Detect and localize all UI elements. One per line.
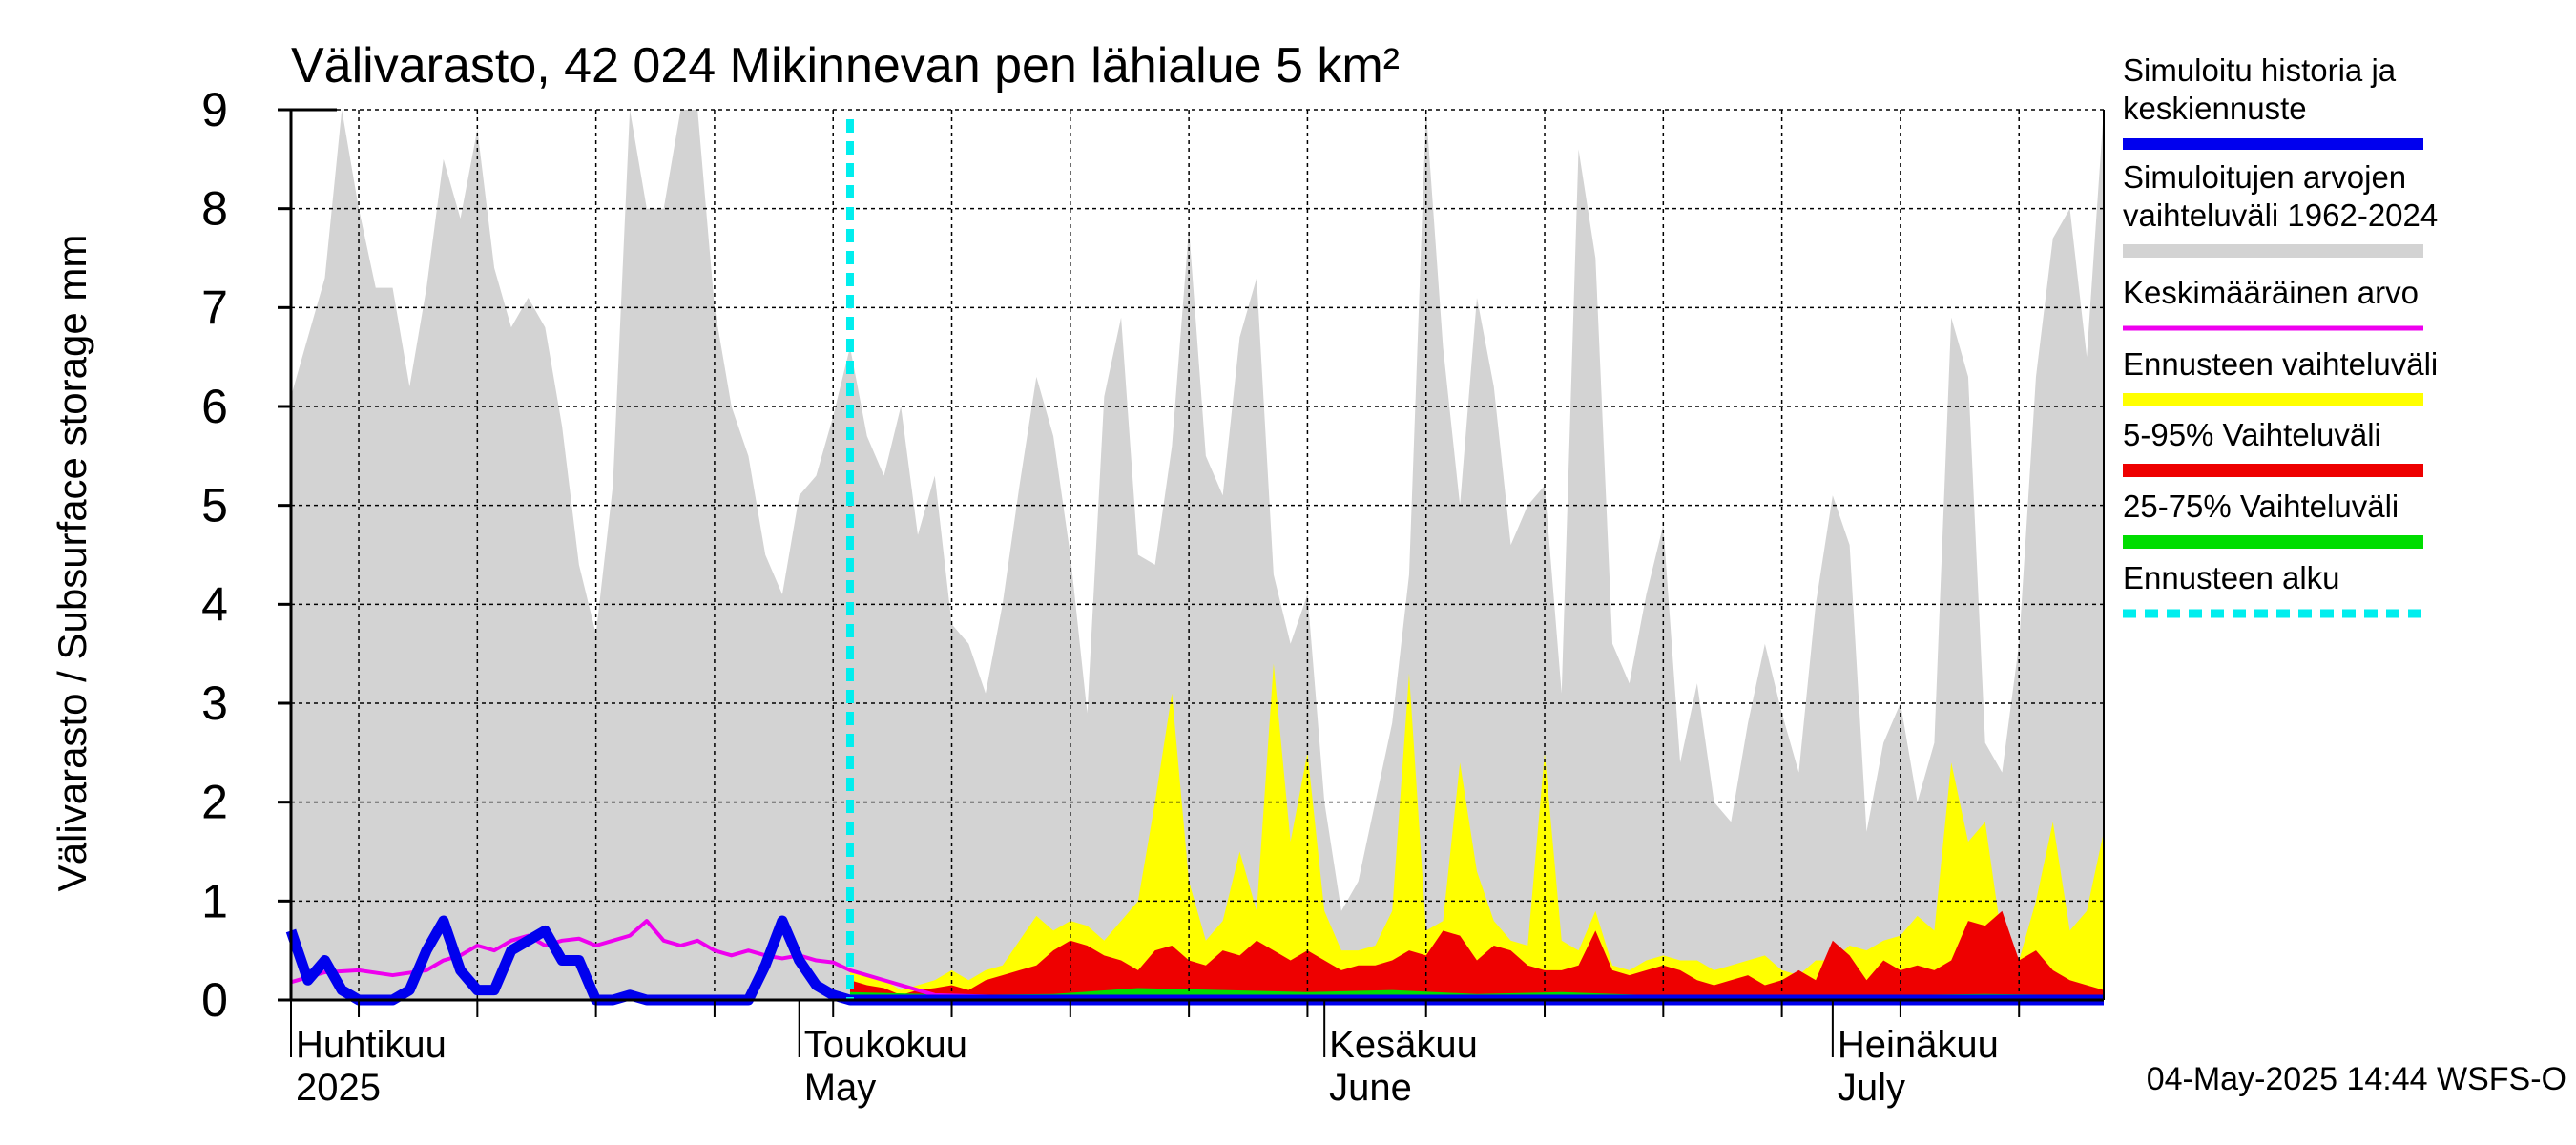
legend-label: 25-75% Vaihteluväli <box>2123 489 2399 524</box>
y-tick-label: 4 <box>201 577 228 631</box>
y-tick-label: 3 <box>201 677 228 730</box>
x-month-label: Kesäkuu <box>1329 1024 1478 1066</box>
y-tick-label: 5 <box>201 479 228 532</box>
legend-label: Ennusteen alku <box>2123 560 2340 595</box>
y-tick-label: 0 <box>201 973 228 1027</box>
chart-title: Välivarasto, 42 024 Mikinnevan pen lähia… <box>291 38 1400 94</box>
legend-label: Keskimääräinen arvo <box>2123 275 2419 310</box>
legend-label: Ennusteen vaihteluväli <box>2123 346 2438 382</box>
x-month-sublabel: July <box>1838 1067 1905 1109</box>
y-tick-label: 1 <box>201 874 228 927</box>
y-tick-label: 2 <box>201 776 228 829</box>
plot-frame <box>289 108 2105 1002</box>
area-0 <box>291 110 2104 1000</box>
grid-lines <box>291 109 2104 1000</box>
area-1 <box>849 663 2104 1000</box>
x-month-sublabel: June <box>1329 1067 1412 1109</box>
x-month-label: Toukokuu <box>804 1024 967 1066</box>
chart-areas <box>291 110 2104 1000</box>
x-month-label: Heinäkuu <box>1838 1024 1999 1066</box>
legend-label: keskiennuste <box>2123 91 2307 126</box>
y-tick-label: 6 <box>201 380 228 433</box>
legend-label: vaihteluväli 1962-2024 <box>2123 198 2438 233</box>
x-month-sublabel: 2025 <box>296 1067 381 1109</box>
legend-label: Simuloitujen arvojen <box>2123 159 2406 195</box>
y-tick-label: 9 <box>201 83 228 136</box>
timestamp: 04-May-2025 14:44 WSFS-O <box>2147 1061 2566 1097</box>
legend-label: Simuloitu historia ja <box>2123 52 2397 88</box>
y-tick-label: 7 <box>201 281 228 334</box>
y-axis-label: Välivarasto / Subsurface storage mm <box>50 235 94 892</box>
legend-label: 5-95% Vaihteluväli <box>2123 417 2381 452</box>
y-axis-ticks: 0 1 2 3 4 5 6 7 8 9 <box>201 83 291 1027</box>
x-month-sublabel: May <box>804 1067 877 1109</box>
area-2 <box>849 910 2104 1000</box>
y-tick-label: 8 <box>201 182 228 236</box>
x-month-label: Huhtikuu <box>296 1024 447 1066</box>
